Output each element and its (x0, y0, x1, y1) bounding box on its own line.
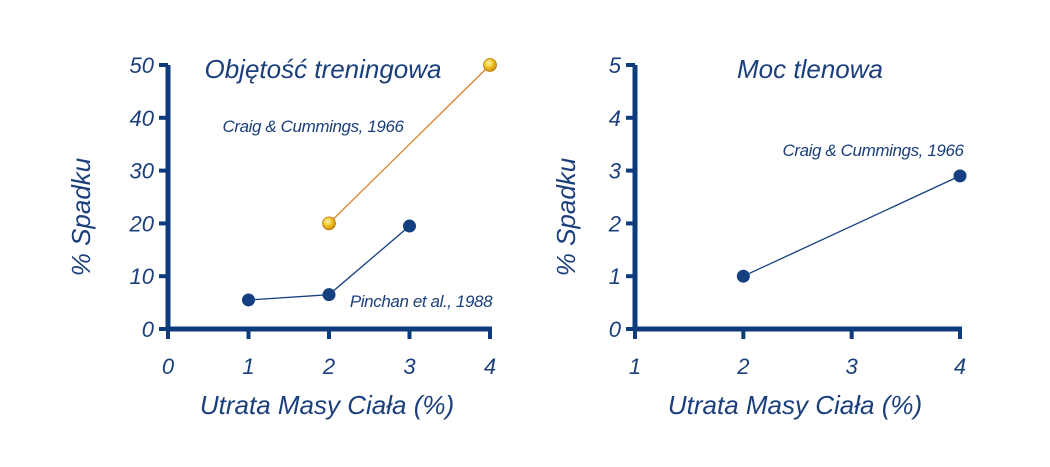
x-tick-label: 3 (846, 354, 859, 379)
y-tick-label: 1 (609, 264, 621, 289)
y-tick-label: 10 (130, 264, 155, 289)
x-tick-label: 1 (629, 354, 641, 379)
series-label-craig-cummings: Craig & Cummings, 1966 (782, 141, 964, 160)
y-tick-label: 2 (608, 211, 621, 236)
chart-objetosc-treningowa: 0 10 20 30 40 50 0 1 2 3 4 Objętość treningowa Utr… (66, 53, 497, 420)
y-axis-label: % Spadku (66, 158, 96, 277)
y-tick-label: 20 (129, 211, 155, 236)
chart-title: Objętość treningowa (204, 54, 441, 84)
data-point (322, 216, 336, 231)
series-line (743, 175, 961, 277)
tick-labels: 0 10 20 30 40 50 0 1 2 3 4 (129, 53, 497, 379)
data-point (322, 288, 336, 302)
y-tick-label: 30 (130, 159, 155, 184)
y-tick-label: 50 (130, 53, 155, 78)
x-axis-label: Utrata Masy Ciała (%) (200, 390, 454, 420)
data-point (242, 293, 255, 307)
x-tick-label: 3 (403, 354, 416, 379)
y-tick-label: 5 (609, 53, 622, 78)
data-point (403, 219, 416, 233)
y-tick-label: 4 (609, 106, 621, 131)
chart-axes (626, 63, 962, 339)
series-line (328, 64, 491, 224)
data-point (483, 58, 497, 72)
y-tick-label: 0 (142, 317, 155, 342)
y-tick-label: 40 (130, 106, 155, 131)
chart-axes (159, 63, 492, 339)
x-tick-label: 0 (162, 354, 175, 379)
series-label-craig-cummings: Craig & Cummings, 1966 (222, 117, 404, 136)
chart-title: Moc tlenowa (737, 54, 883, 84)
y-tick-label: 0 (609, 317, 622, 342)
data-point (953, 169, 967, 183)
x-tick-label: 1 (242, 354, 254, 379)
x-axis-label: Utrata Masy Ciała (%) (668, 390, 922, 420)
data-point (736, 269, 750, 283)
y-tick-label: 3 (609, 159, 622, 184)
x-tick-label: 4 (484, 354, 496, 379)
x-tick-label: 4 (954, 354, 966, 379)
x-tick-label: 2 (322, 354, 335, 379)
x-tick-label: 2 (736, 354, 749, 379)
data-series (736, 169, 967, 283)
y-axis-label: % Spadku (551, 158, 581, 277)
series-label-pinchan: Pinchan et al., 1988 (350, 292, 493, 311)
data-series (242, 58, 497, 307)
